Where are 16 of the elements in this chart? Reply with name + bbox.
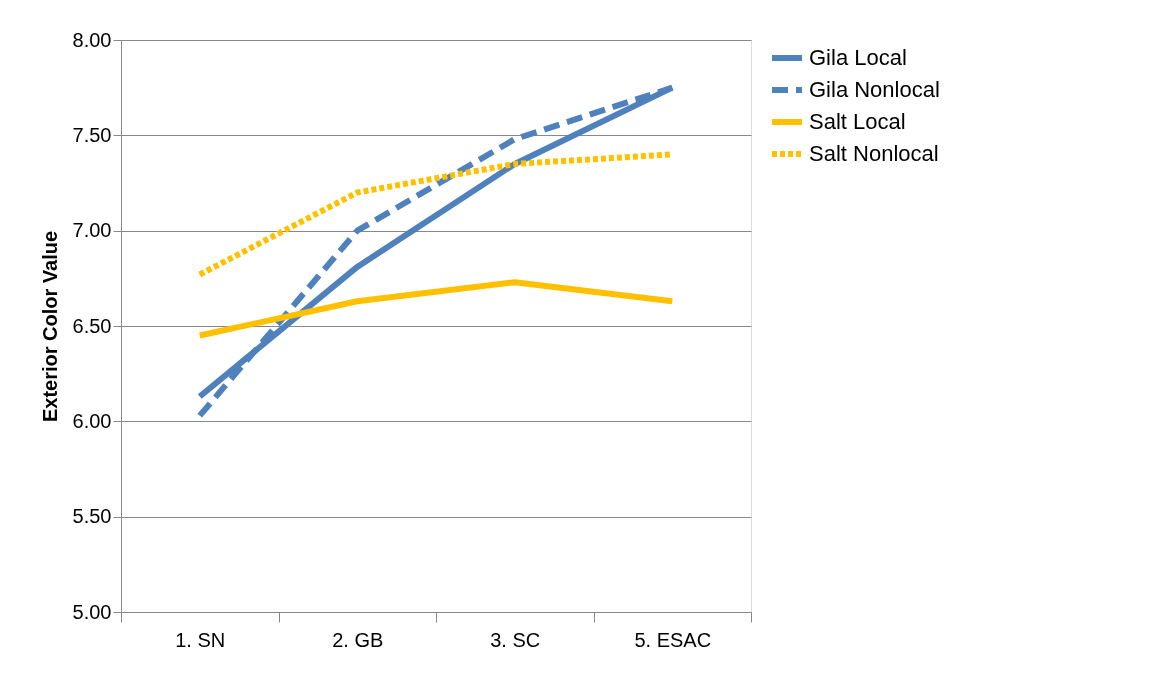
legend-label: Salt Local <box>809 109 906 134</box>
legend-label: Gila Local <box>809 45 907 70</box>
y-axis-title: Exterior Color Value <box>38 230 61 423</box>
y-tick-label: 7.50 <box>72 123 112 146</box>
y-tick-label: 6.00 <box>72 409 112 432</box>
legend-label: Gila Nonlocal <box>809 77 940 102</box>
y-tick-label: 6.50 <box>72 314 112 337</box>
y-tick-label: 5.00 <box>72 600 112 623</box>
y-tick-label: 7.00 <box>72 219 112 242</box>
legend-label: Salt Nonlocal <box>809 141 939 166</box>
x-tick-label: 3. SC <box>490 628 541 651</box>
y-tick-label: 8.00 <box>72 28 112 51</box>
y-tick-label: 5.50 <box>72 505 112 528</box>
x-tick-label: 2. GB <box>332 628 384 651</box>
x-tick-label: 1. SN <box>175 628 226 651</box>
x-tick-label: 5. ESAC <box>634 628 712 651</box>
